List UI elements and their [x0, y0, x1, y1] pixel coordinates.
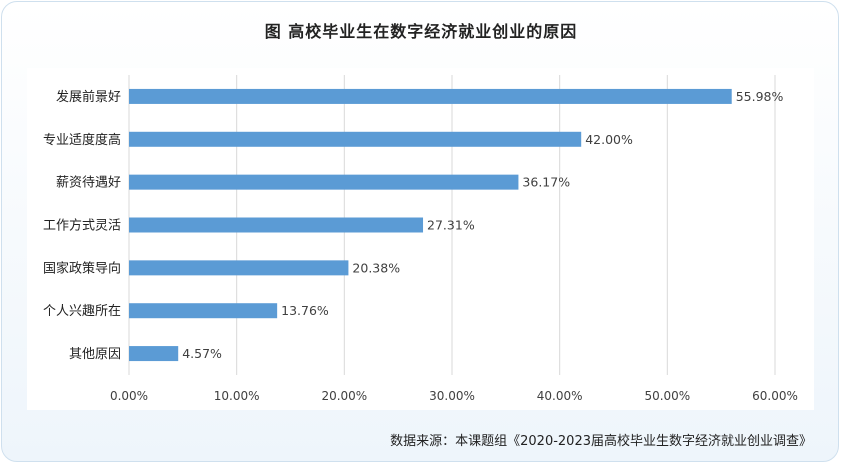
data-label: 36.17%	[522, 175, 570, 190]
bar	[129, 174, 519, 190]
bar	[129, 131, 582, 147]
bar	[129, 346, 179, 362]
x-tick-label: 40.00%	[537, 389, 583, 403]
category-label: 薪资待遇好	[56, 176, 121, 191]
chart-title: 图 高校毕业生在数字经济就业创业的原因	[264, 22, 578, 41]
data-source-note: 数据来源：本课题组《2020-2023届高校毕业生数字经济就业创业调查》	[390, 434, 812, 449]
category-label: 国家政策导向	[43, 260, 121, 276]
data-label: 4.57%	[182, 346, 222, 361]
bar	[129, 303, 278, 319]
x-tick-label: 60.00%	[752, 389, 798, 403]
category-label: 其他原因	[69, 347, 121, 362]
category-label: 发展前景好	[56, 89, 121, 105]
x-tick-label: 20.00%	[321, 389, 367, 403]
data-label: 13.76%	[281, 303, 329, 318]
category-label: 个人兴趣所在	[43, 304, 121, 319]
data-label: 42.00%	[585, 132, 633, 147]
bar	[129, 88, 732, 104]
x-tick-label: 10.00%	[214, 389, 260, 403]
x-tick-label: 50.00%	[644, 389, 690, 403]
bar	[129, 260, 349, 276]
category-label: 专业适度度高	[43, 132, 121, 148]
data-label: 27.31%	[427, 218, 475, 233]
category-label: 工作方式灵活	[43, 218, 121, 234]
data-label: 20.38%	[352, 260, 400, 275]
x-tick-label: 0.00%	[110, 389, 148, 403]
x-tick-label: 30.00%	[429, 389, 475, 403]
bar	[129, 217, 424, 233]
data-label: 55.98%	[736, 89, 784, 104]
